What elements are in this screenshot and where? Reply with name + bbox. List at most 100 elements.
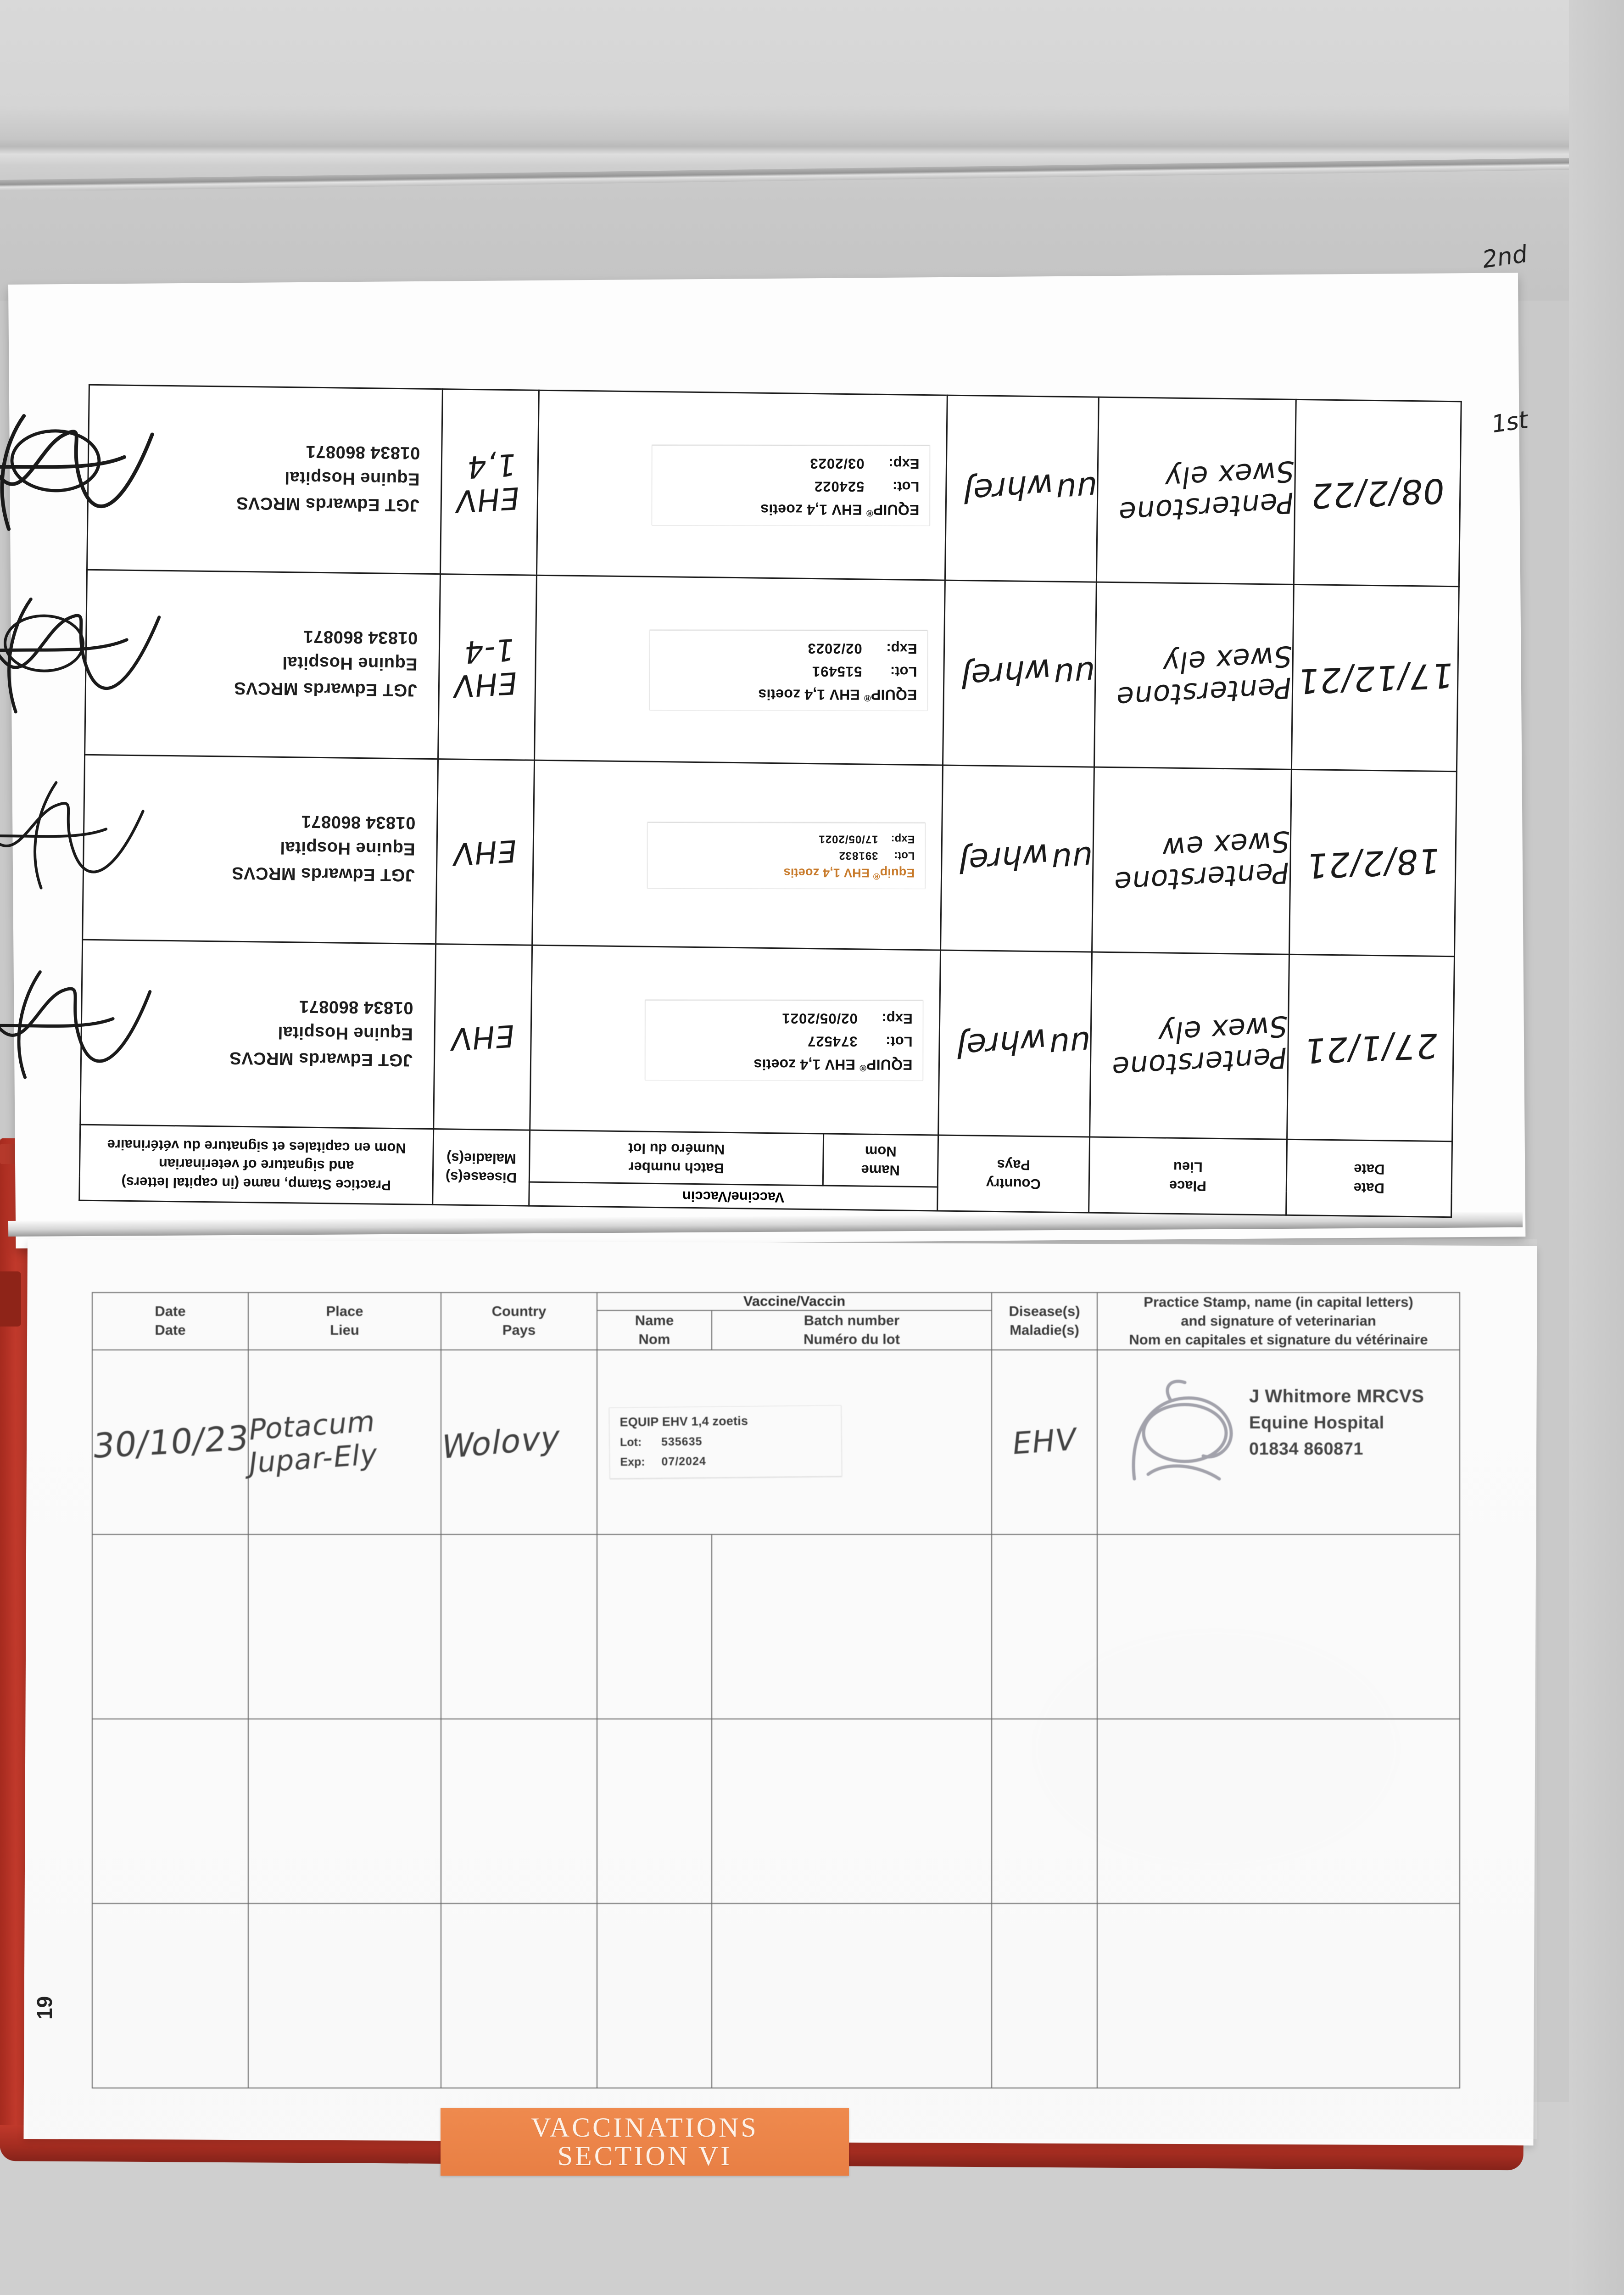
header-vaccine-name-en: Name	[635, 1312, 674, 1328]
header-place: Place Lieu	[1088, 1137, 1287, 1215]
practice-stamp-text: J Whitmore MRCVS Equine Hospital 01834 8…	[1249, 1383, 1424, 1462]
header-disease-fr: Maladie(s)	[1010, 1322, 1079, 1338]
stamp-vet-name: JGT Edwards MRCVS	[236, 493, 420, 515]
header-batch-en: Batch number	[804, 1312, 900, 1328]
vaccine-sticker: EQUIP® EHV 1,4 zoetis Lot: 524022 Exp: 03/…	[652, 445, 930, 526]
vaccine-brand-line: EQUIP® EHV 1,4 zoetis	[660, 686, 917, 704]
cell-disease	[991, 1903, 1098, 2088]
cell-date: 17/12/21	[1291, 584, 1459, 772]
cell-place: Penterstone Swex ely	[1096, 397, 1296, 585]
cell-disease: EHV	[991, 1349, 1098, 1535]
header-batch-number: Batch number Numéro du lot	[711, 1310, 993, 1350]
cell-disease: EHV 1-4	[438, 574, 537, 761]
practice-stamp-block: JGT Edwards MRCVS Equine Hospital 01834 …	[0, 386, 442, 573]
cell-date	[92, 1534, 249, 1719]
vaccination-table-upper: Date Date Place Lieu Country Pays Vaccin…	[0, 384, 1462, 1218]
handwritten-country: uu	[1049, 653, 1098, 695]
cell-practice-stamp: JGT Edwards MRCVS Equine Hospital 01834 …	[0, 570, 441, 759]
handwritten-date: 17/12/21	[1295, 655, 1456, 701]
cell-practice-stamp: JGT Edwards MRCVS Equine Hospital 01834 …	[0, 385, 443, 574]
exp-label: Exp:	[886, 641, 917, 657]
handwritten-date: 27/1/21	[1301, 1025, 1440, 1071]
practice-stamp-text: JGT Edwards MRCVS Equine Hospital 01834 …	[232, 807, 416, 888]
stamp-clinic: Equine Hospital	[277, 1022, 413, 1044]
cell-place	[248, 1718, 441, 1904]
vaccine-brand: EQUIP	[873, 502, 920, 519]
vaccine-brand: EQUIP	[871, 687, 917, 704]
header-stamp-en1: Practice Stamp, name (in capital letters…	[1144, 1294, 1413, 1310]
stamp-vet-name: JGT Edwards MRCVS	[229, 1048, 413, 1070]
vaccine-sticker: EQUIP® EHV 1,4 zoetis Lot: 515491 Exp: 02/…	[649, 630, 928, 711]
cell-country: uu whreJ	[938, 950, 1094, 1137]
header-place-en: Place	[326, 1303, 363, 1320]
header-date: Date Date	[92, 1292, 249, 1350]
vaccine-brand-line: EQUIP® EHV 1,4 zoetis	[662, 501, 920, 519]
cell-practice-stamp	[1097, 1718, 1461, 1904]
cell-disease	[991, 1534, 1098, 1719]
header-stamp-en2: and signature of veterinarian	[1181, 1312, 1376, 1329]
lot-label: Lot:	[619, 1436, 642, 1449]
vaccine-exp-line: Exp: 03/2023	[662, 455, 919, 472]
cell-practice-stamp	[1097, 1534, 1461, 1719]
cell-date: 18/2/21	[1289, 769, 1457, 957]
stamp-phone: 01834 860871	[299, 996, 413, 1018]
header-disease: Disease(s) Maladie(s)	[991, 1292, 1098, 1350]
header-country-fr: Pays	[997, 1157, 1031, 1173]
vaccine-exp-line: Exp: 02/2023	[660, 640, 917, 657]
cell-country: Wolovy	[438, 1349, 597, 1535]
cell-country: uu whreJ	[943, 580, 1098, 767]
header-batch-fr: Numéro du lot	[628, 1140, 725, 1158]
exp-label: Exp:	[888, 456, 920, 472]
stamp-vet-name: JGT Edwards MRCVS	[234, 678, 418, 700]
header-stamp-fr: Nom en capitales et signature du vétérin…	[1129, 1331, 1428, 1348]
header-date-fr: Date	[155, 1322, 186, 1338]
cell-batch	[711, 1903, 993, 2088]
cell-disease: EHV 1,4	[440, 389, 539, 576]
table-row	[92, 1718, 1461, 1904]
header-country: Country Pays	[441, 1292, 597, 1350]
vaccine-sticker: EQUIP® EHV 1,4 zoetis Lot: 374527 Exp: 02/…	[645, 1000, 923, 1081]
handwritten-country-line2: whreJ	[954, 836, 1052, 881]
lot-value: 391832	[838, 849, 878, 862]
scanner-bed-right	[1569, 0, 1624, 2295]
cell-vaccine-label: Equip® EHV 1,4 zoetis Lot: 391832 Exp: 17/…	[532, 760, 943, 951]
exp-value: 07/2024	[661, 1455, 706, 1468]
cell-batch	[711, 1718, 993, 1904]
table-header-row-1: Date Date Place Lieu Country Pays Vaccin…	[92, 1292, 1461, 1350]
cell-practice-stamp: JGT Edwards MRCVS Equine Hospital 01834 …	[0, 755, 438, 944]
handwritten-country: Wolovy	[438, 1417, 564, 1467]
header-date-fr: Date	[1353, 1161, 1385, 1178]
vaccination-table-lower: Date Date Place Lieu Country Pays Vaccin…	[91, 1292, 1461, 2088]
cell-disease: EHV	[433, 944, 532, 1131]
registered-icon: ®	[873, 871, 880, 881]
header-place-en: Place	[1169, 1177, 1207, 1194]
cell-disease	[991, 1718, 1098, 1904]
table-row	[92, 1903, 1461, 2088]
header-country: Country Pays	[937, 1135, 1090, 1213]
header-disease-en: Disease(s)	[445, 1169, 517, 1186]
handwritten-country-line2: whreJ	[952, 1021, 1050, 1066]
vaccine-lot-line: Lot: 391832	[658, 849, 915, 862]
handwritten-place-line2: Swex ew	[1159, 824, 1292, 866]
exp-value: 03/2023	[809, 456, 865, 472]
header-date-en: Date	[155, 1303, 186, 1320]
banner-line-1: VACCINATIONS	[531, 2112, 759, 2143]
vaccine-lot-line: Lot: 515491	[660, 663, 917, 680]
handwritten-country: uu	[1047, 838, 1096, 880]
cell-vaccine-label: EQUIP® EHV 1,4 zoetis Lot: 515491 Exp: 02/…	[534, 575, 945, 766]
vaccine-brand: Equip	[880, 866, 915, 880]
page-number: 19	[33, 1996, 56, 2020]
vaccine-exp-line: Exp: 07/2024	[620, 1454, 831, 1469]
cell-vaccine-name	[597, 1903, 712, 2088]
table-row: 30/10/23 Potacum Jupar-Ely Wolovy EQUIP	[91, 1349, 1461, 1535]
vaccine-sticker: Equip® EHV 1,4 zoetis Lot: 391832 Exp: 17/…	[647, 822, 926, 889]
cell-place: Penterstone Swex ely	[1089, 952, 1290, 1140]
vaccine-brand-line: EQUIP® EHV 1,4 zoetis	[655, 1056, 912, 1074]
cell-batch	[711, 1534, 993, 1719]
stamp-phone: 01834 860871	[305, 442, 420, 463]
vaccine-lot-line: Lot: 374527	[656, 1033, 913, 1050]
cell-date	[92, 1903, 249, 2088]
vaccine-sticker: EQUIP EHV 1,4 zoetis Lot: 535635 Exp: 07/2…	[609, 1405, 842, 1479]
cell-date: 08/2/22	[1294, 399, 1462, 587]
practice-stamp-block: JGT Edwards MRCVS Equine Hospital 01834 …	[0, 756, 437, 943]
